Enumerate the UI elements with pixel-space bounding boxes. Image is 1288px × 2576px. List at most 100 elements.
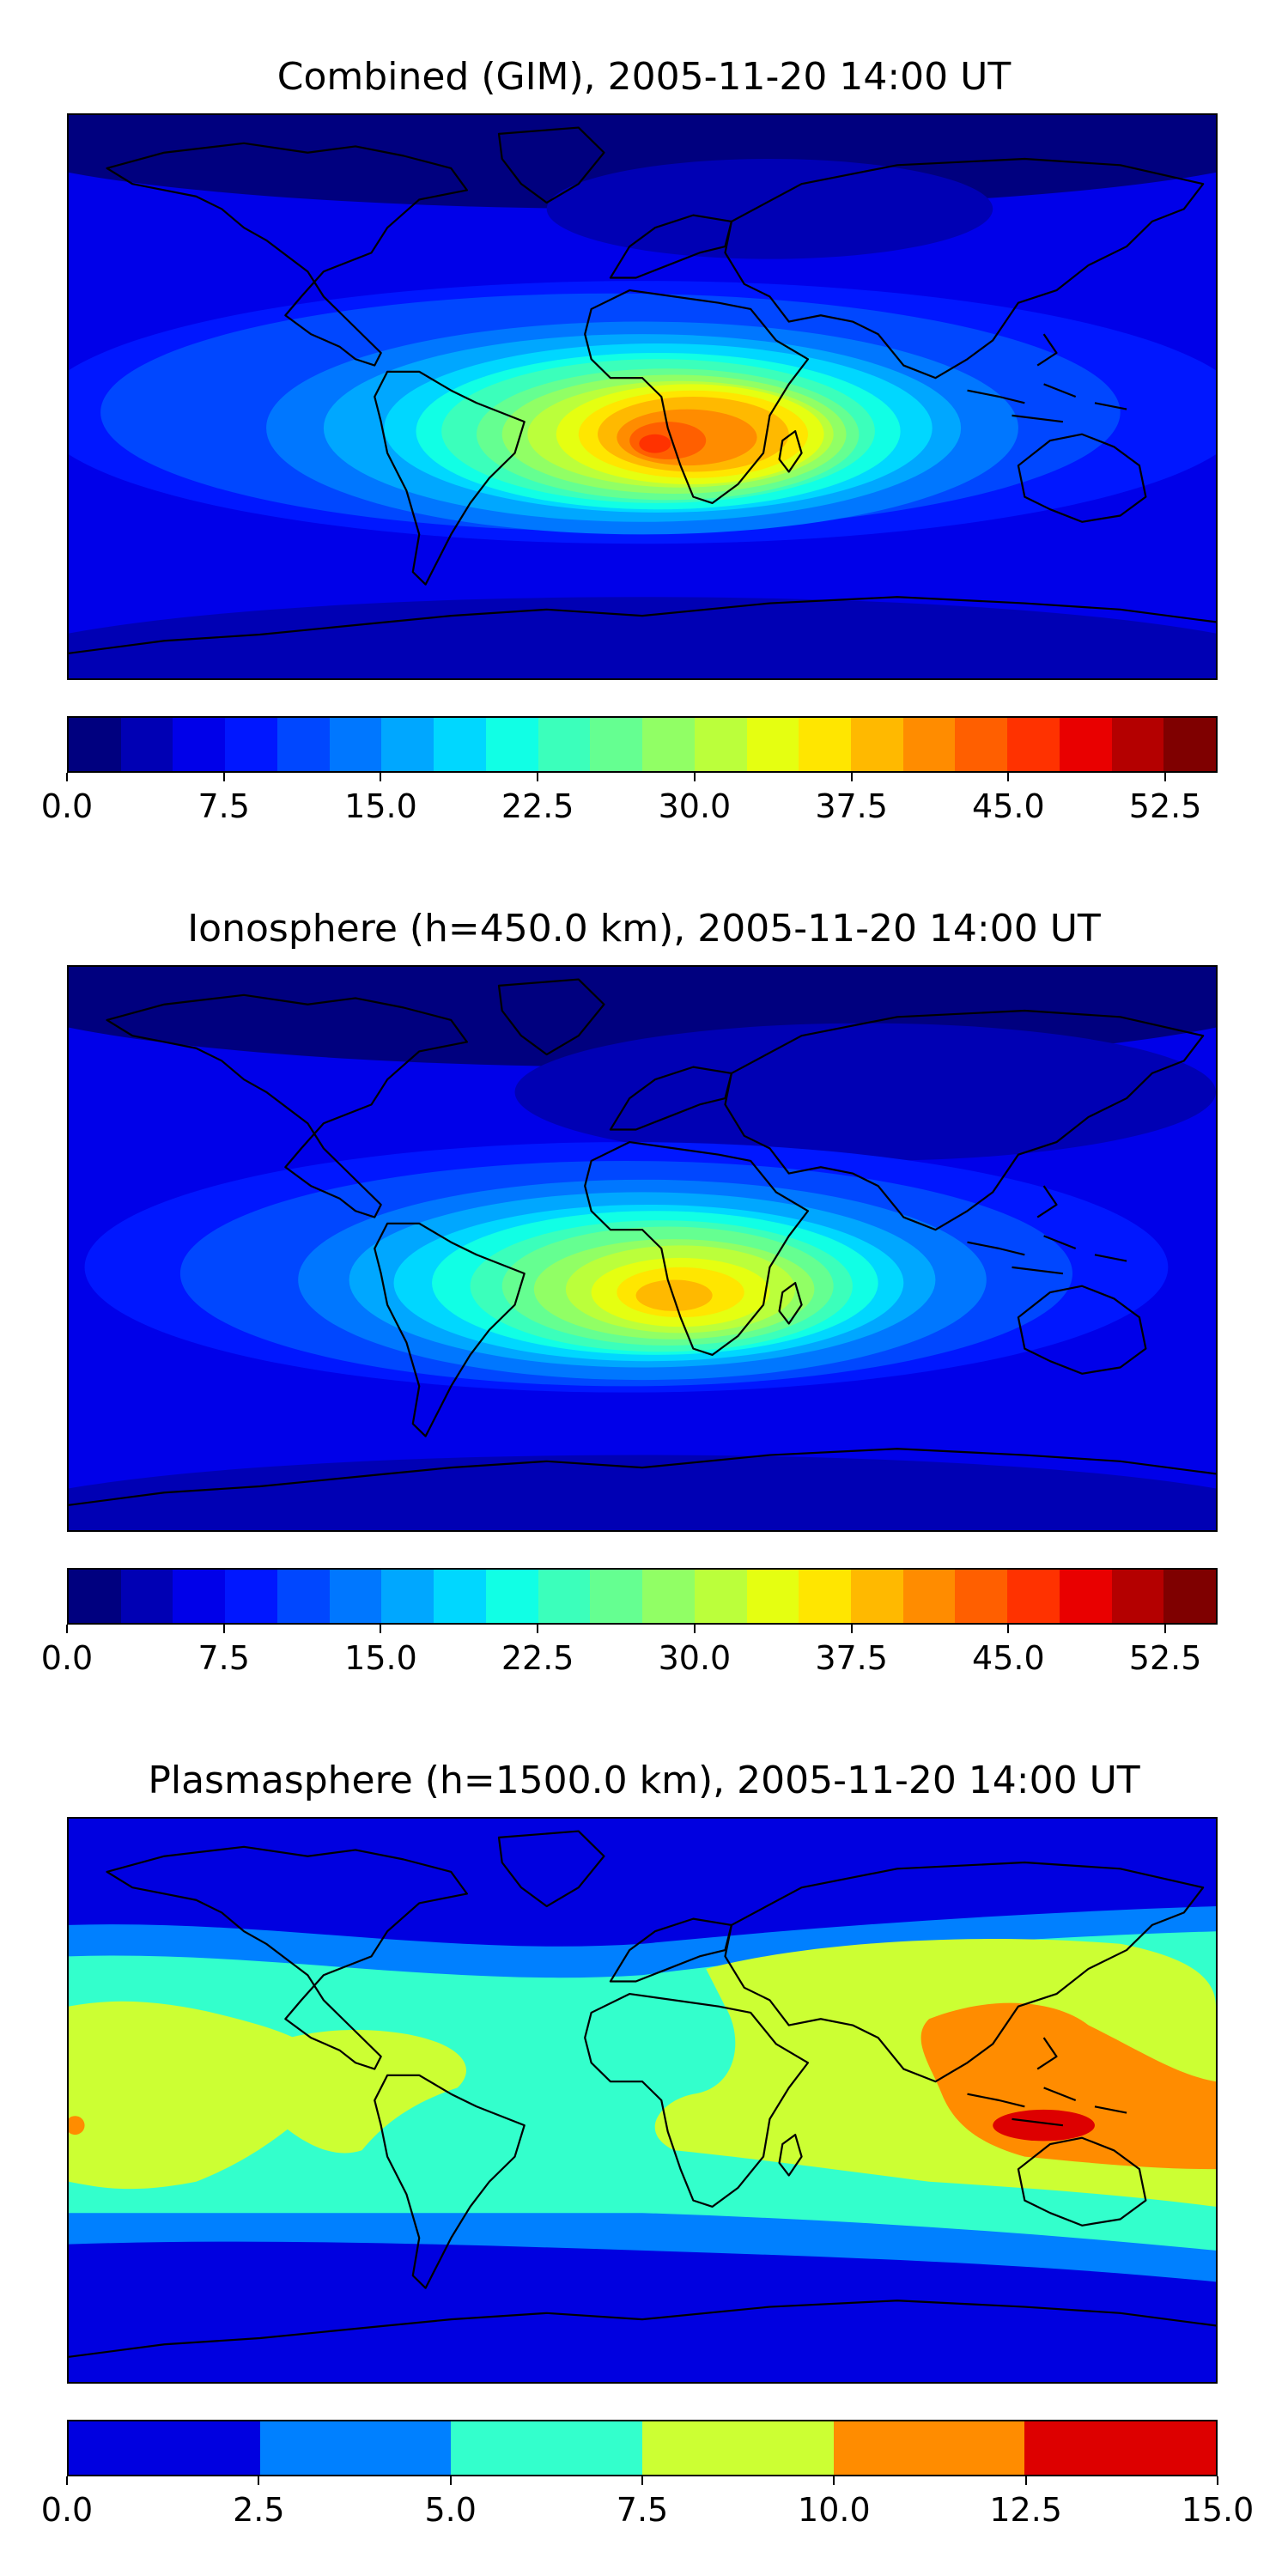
coastlines — [69, 978, 1216, 1506]
africa-outline — [584, 289, 810, 505]
colorbar-tick-label: 37.5 — [815, 1639, 888, 1677]
colorbar-tick-label: 10.0 — [798, 2491, 871, 2529]
colorbar-segment — [1163, 718, 1217, 771]
africa-outline — [584, 1992, 810, 2208]
colorbar-segment — [381, 718, 434, 771]
maritime-islands-outline — [967, 333, 1127, 423]
asia-outline — [724, 1009, 1205, 1231]
africa-outline — [584, 1140, 810, 1357]
map-combined — [67, 113, 1218, 680]
map-plasmasphere — [67, 1817, 1218, 2384]
madagascar-outline — [778, 1281, 803, 1325]
colorbar-segment — [694, 1570, 747, 1623]
colorbar-tick-label: 7.5 — [197, 787, 250, 825]
tec-map — [69, 1819, 1216, 2382]
antarctica-outline — [69, 596, 1216, 654]
colorbar-tick — [693, 1625, 696, 1633]
colorbar-tick — [1217, 2476, 1218, 2485]
colorbar-tick-label: 45.0 — [972, 787, 1045, 825]
colorbar-segment — [833, 2421, 1025, 2475]
colorbar-tick — [833, 2476, 835, 2485]
colorbar-tick-label: 0.0 — [40, 2491, 94, 2529]
colorbar-segment — [590, 1570, 643, 1623]
colorbar-segment — [1059, 1570, 1112, 1623]
colorbar-plasmasphere — [67, 2420, 1218, 2476]
colorbar-tick-label: 15.0 — [344, 787, 417, 825]
equatorial-anomaly — [84, 1142, 1169, 1393]
asia-outline — [724, 157, 1205, 380]
colorbar-segment — [642, 1570, 695, 1623]
greenland-outline — [497, 1830, 605, 1908]
colorbar-segment — [1007, 1570, 1060, 1623]
colorbar-tick-label: 52.5 — [1128, 787, 1202, 825]
colorbar-tick — [693, 773, 696, 781]
plasma-bands — [69, 1906, 1216, 2282]
colorbar-segment — [120, 718, 173, 771]
colorbar-segment — [538, 718, 591, 771]
colorbar-segment — [955, 1570, 1008, 1623]
colorbar-tick — [1164, 773, 1167, 781]
colorbar-tick-label: 15.0 — [1181, 2491, 1255, 2529]
colorbar-segment — [1163, 1570, 1217, 1623]
colorbar-tick — [222, 1625, 225, 1633]
colorbar-segment — [799, 1570, 852, 1623]
colorbar-combined — [67, 716, 1218, 773]
colorbar-tick-label: 7.5 — [197, 1639, 250, 1677]
north-america-outline — [106, 993, 469, 1218]
colorbar-tick-label: 45.0 — [972, 1639, 1045, 1677]
colorbar-tick — [380, 773, 382, 781]
colorbar-tick — [850, 773, 853, 781]
madagascar-outline — [778, 2133, 803, 2177]
colorbar-tick-label: 5.0 — [424, 2491, 477, 2529]
colorbar-tick — [641, 2476, 643, 2485]
colorbar-tick — [66, 2476, 68, 2485]
colorbar-segment — [902, 718, 956, 771]
colorbar-segment — [1111, 718, 1164, 771]
antarctica-outline — [69, 1448, 1216, 1506]
tec-map — [69, 115, 1216, 678]
colorbar-segment — [694, 718, 747, 771]
colorbar-segment — [451, 2421, 643, 2475]
colorbar-segment — [485, 718, 538, 771]
colorbar-tick-label: 30.0 — [658, 787, 732, 825]
south-polar-band — [69, 597, 1216, 678]
australia-outline — [1017, 2136, 1147, 2227]
colorbar-tick-label: 0.0 — [40, 1639, 94, 1677]
colorbar-segment — [329, 1570, 382, 1623]
colorbar-segment — [381, 1570, 434, 1623]
south-polar-band — [69, 1455, 1216, 1530]
colorbar-tick — [380, 1625, 382, 1633]
colorbar-tick — [258, 2476, 260, 2485]
colorbar-segment — [485, 1570, 538, 1623]
colorbar-segment — [851, 718, 903, 771]
greenland-outline — [497, 978, 605, 1056]
colorbar-segment — [225, 1570, 277, 1623]
colorbar-segment — [69, 1570, 121, 1623]
colorbar-tick — [1007, 1625, 1010, 1633]
maritime-islands-outline — [967, 2037, 1127, 2127]
colorbar-tick-label: 22.5 — [501, 1639, 574, 1677]
colorbar-tick — [1007, 773, 1010, 781]
north-america-outline — [106, 142, 469, 367]
tec-map — [69, 967, 1216, 1530]
colorbar-tick — [222, 773, 225, 781]
colorbar-segment — [434, 718, 486, 771]
coastlines — [69, 1830, 1216, 2358]
colorbar-segment — [1111, 1570, 1164, 1623]
colorbar-tick-label: 12.5 — [989, 2491, 1062, 2529]
antarctica-outline — [69, 2300, 1216, 2358]
greenland-outline — [497, 126, 605, 204]
colorbar-segment — [746, 718, 799, 771]
colorbar-segment — [746, 1570, 799, 1623]
colorbar-tick — [537, 773, 539, 781]
colorbar-tick — [1024, 2476, 1027, 2485]
south-america-outline — [374, 1222, 526, 1437]
north-polar-band — [69, 967, 1216, 1161]
colorbar-ionosphere — [67, 1568, 1218, 1625]
colorbar-tick — [66, 1625, 68, 1633]
colorbar-tick — [1164, 1625, 1167, 1633]
chart-title: Ionosphere (h=450.0 km), 2005-11-20 14:0… — [187, 907, 1101, 951]
colorbar-tick — [850, 1625, 853, 1633]
colorbar-segment — [259, 2421, 452, 2475]
colorbar-tick-label: 7.5 — [616, 2491, 669, 2529]
